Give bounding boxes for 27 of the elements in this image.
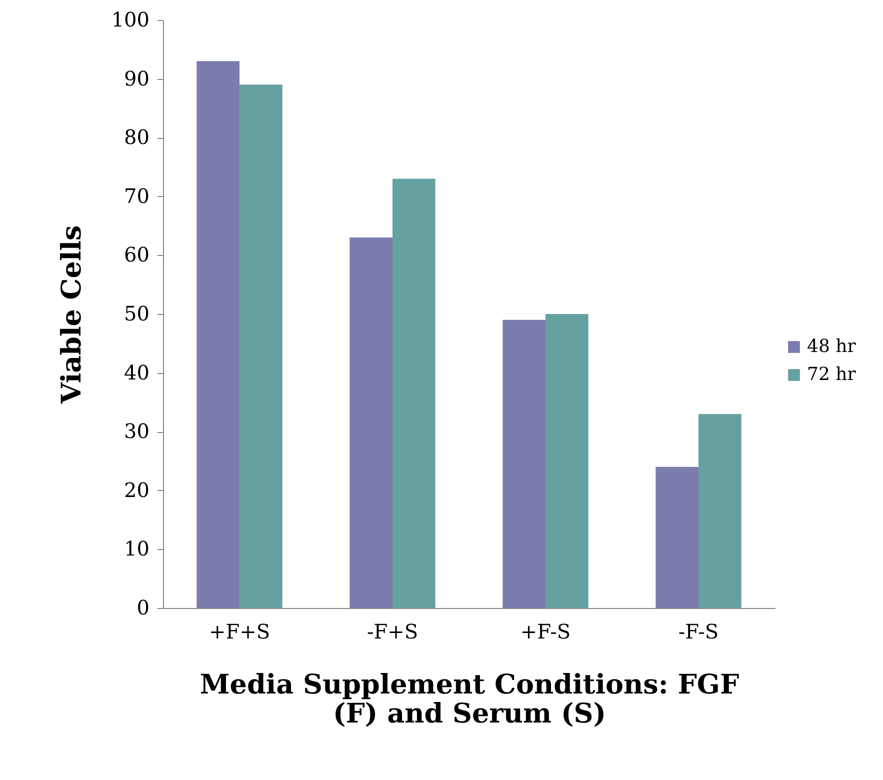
y-tick-label: 20 bbox=[124, 478, 150, 502]
bar bbox=[546, 314, 588, 608]
bar bbox=[698, 414, 742, 608]
y-tick-label: 0 bbox=[136, 596, 150, 620]
x-tick-label: +F+S bbox=[208, 620, 270, 644]
bar bbox=[392, 178, 436, 608]
bar bbox=[196, 61, 240, 608]
bar bbox=[240, 84, 282, 608]
y-tick-label: 10 bbox=[124, 536, 150, 561]
x-axis-title: Media Supplement Conditions: FGF (F) and Serum (S) bbox=[200, 670, 740, 730]
x-tick-label: -F+S bbox=[366, 620, 418, 644]
y-tick-label: 80 bbox=[124, 125, 150, 150]
bar bbox=[502, 320, 546, 608]
bar bbox=[350, 238, 392, 608]
y-tick-label: 60 bbox=[124, 242, 150, 267]
x-tick-label: +F-S bbox=[520, 620, 571, 644]
y-tick-label: 50 bbox=[124, 302, 150, 326]
legend-label: 48 hr bbox=[807, 336, 856, 357]
y-tick-label: 90 bbox=[124, 66, 150, 90]
legend-label: 72 hr bbox=[807, 364, 856, 385]
bar bbox=[656, 466, 698, 608]
y-tick-label: 40 bbox=[124, 360, 150, 384]
y-tick-label: 70 bbox=[124, 184, 150, 208]
y-tick-label: 30 bbox=[124, 419, 150, 444]
y-axis-title: Viable Cells bbox=[56, 225, 88, 405]
y-tick-label: 100 bbox=[111, 8, 150, 32]
x-tick-label: -F-S bbox=[678, 620, 719, 644]
